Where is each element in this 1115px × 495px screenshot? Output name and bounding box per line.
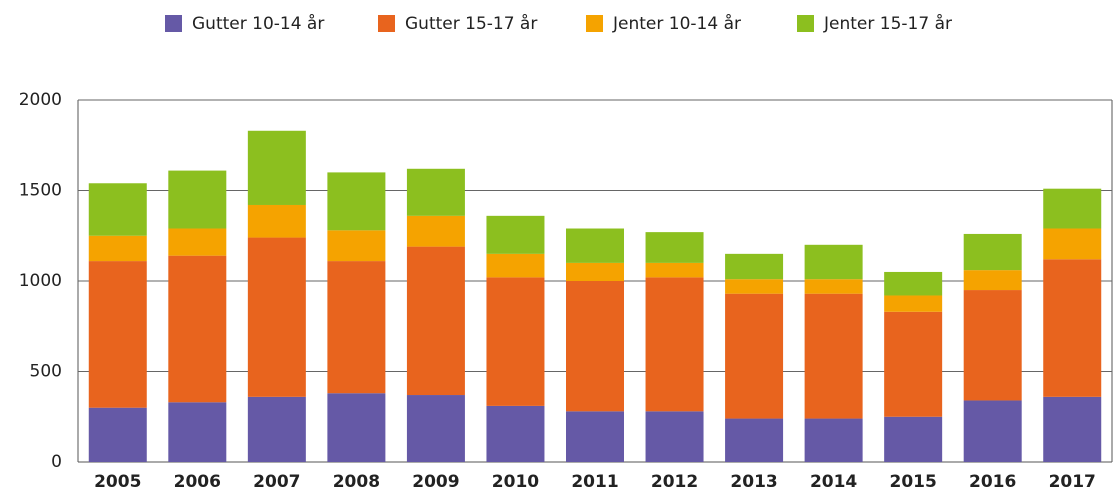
bar-segment [1043,396,1102,462]
bar-segment [963,270,1022,291]
bar-segment [1043,259,1102,397]
bar-segment [406,395,465,462]
bar-segment [566,411,624,462]
y-tick-label: 0 [51,452,62,472]
bar-segment [884,311,943,417]
legend-swatch [165,15,182,32]
bar-segment [486,277,545,406]
bar-segment [645,232,704,263]
legend-label: Gutter 15-17 år [405,13,537,34]
bar-segment [645,262,704,278]
x-tick-label: 2014 [810,472,857,492]
bar-segment [884,271,943,296]
bar-segment [247,237,306,397]
bar-segment [327,230,386,262]
bar-segment [1043,188,1102,229]
bar-segment [566,262,624,281]
legend-swatch [797,15,814,32]
bar-segment [884,295,943,312]
y-tick-label: 2000 [19,90,62,110]
bar-segment [247,204,306,238]
bar-segment [88,407,147,462]
y-tick-label: 500 [30,362,62,382]
bar-segment [406,168,465,216]
legend-label: Jenter 10-14 år [612,13,741,34]
x-tick-label: 2005 [94,472,141,492]
x-tick-label: 2010 [492,472,539,492]
bar-segment [88,261,147,408]
bar-segment [486,253,545,278]
x-tick-label: 2017 [1049,472,1096,492]
bar-segment [804,418,863,462]
x-tick-label: 2015 [889,472,936,492]
bar-segment [486,215,545,254]
legend-label: Jenter 15-17 år [823,13,952,34]
y-tick-label: 1000 [19,271,62,291]
bar-segment [804,279,863,294]
bar-segment [963,400,1022,462]
y-tick-label: 1500 [19,181,62,201]
legend-label: Gutter 10-14 år [192,13,324,34]
bar-segment [566,228,624,263]
x-tick-label: 2006 [174,472,221,492]
bar-segment [327,261,386,394]
bar-segment [804,293,863,419]
bar-segment [406,215,465,247]
bar-segment [725,253,784,280]
x-tick-label: 2012 [651,472,698,492]
bar-segment [725,293,784,419]
legend-swatch [378,15,395,32]
bar-segment [725,279,784,294]
bar-segment [327,172,386,231]
x-tick-label: 2011 [571,472,618,492]
bar-segment [406,246,465,396]
bar-segment [88,183,147,236]
bar-segment [168,255,227,403]
bar-segment [963,233,1022,271]
bar-segment [645,277,704,412]
bar-segment [168,228,227,256]
bar-segment [884,416,943,462]
bar-segment [725,418,784,462]
legend-swatch [586,15,603,32]
x-tick-label: 2013 [730,472,777,492]
bar-segment [247,396,306,462]
bar-segment [486,405,545,462]
bar-segment [1043,228,1102,260]
x-tick-label: 2007 [253,472,300,492]
bar-segment [168,170,227,229]
bar-segment [88,235,147,262]
x-tick-label: 2016 [969,472,1016,492]
bar-segment [963,290,1022,401]
bar-segment [645,411,704,462]
bar-segment [327,393,386,462]
bar-segment [247,130,306,205]
bar-segment [804,244,863,280]
bar-segment [168,402,227,462]
x-tick-label: 2008 [333,472,380,492]
x-tick-label: 2009 [412,472,459,492]
bar-segment [566,281,624,412]
